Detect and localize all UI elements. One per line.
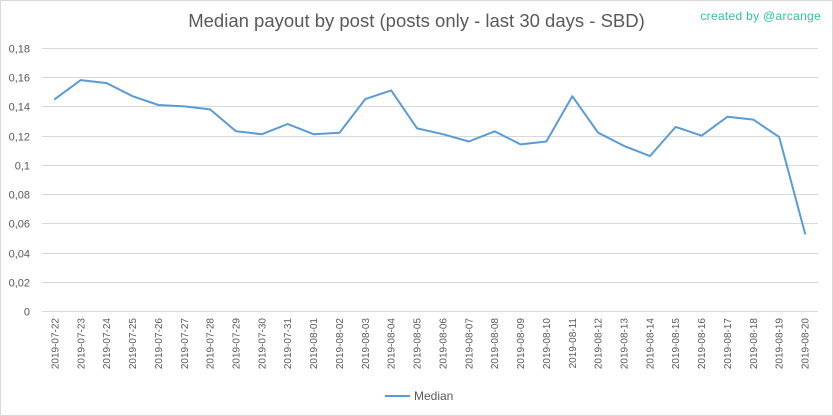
x-tick-label: 2019-08-12 <box>594 318 605 370</box>
y-axis-tick-labels: 0 0,02 0,04 0,06 0,08 0,1 0,12 0,14 0,16 0,18 <box>9 44 30 319</box>
y-tick-label: 0,08 <box>9 190 30 202</box>
x-tick-label: 2019-08-18 <box>749 318 760 370</box>
x-tick-label: 2019-07-31 <box>283 318 294 370</box>
x-tick-label: 2019-07-29 <box>232 318 243 370</box>
x-tick-label: 2019-08-14 <box>645 318 656 370</box>
x-tick-label: 2019-08-04 <box>387 318 398 370</box>
x-tick-label: 2019-08-15 <box>671 318 682 370</box>
x-tick-label: 2019-08-05 <box>413 318 424 370</box>
y-tick-label: 0 <box>24 307 30 319</box>
x-tick-label: 2019-07-22 <box>50 318 61 370</box>
x-tick-label: 2019-07-25 <box>128 318 139 370</box>
series-line-median <box>53 79 807 235</box>
x-tick-label: 2019-07-27 <box>180 318 191 370</box>
x-tick-label: 2019-07-24 <box>102 318 113 370</box>
gridlines <box>42 48 818 312</box>
x-tick-label: 2019-08-01 <box>309 318 320 370</box>
x-tick-label: 2019-08-02 <box>335 318 346 370</box>
x-tick-label: 2019-08-03 <box>361 318 372 370</box>
series-lines <box>53 79 807 235</box>
legend-label: Median <box>414 389 453 403</box>
y-tick-label: 0,02 <box>9 278 30 290</box>
chart-title: Median payout by post (posts only - last… <box>188 10 645 31</box>
x-tick-label: 2019-07-28 <box>206 318 217 370</box>
x-axis-tick-labels: 2019-07-22 2019-07-23 2019-07-24 2019-07-25… <box>50 318 811 370</box>
legend: Median <box>385 389 453 403</box>
x-tick-label: 2019-08-13 <box>620 318 631 370</box>
credit-label: created by @arcange <box>700 9 821 23</box>
y-tick-label: 0,06 <box>9 219 30 231</box>
x-tick-label: 2019-08-20 <box>801 318 812 370</box>
x-tick-label: 2019-08-07 <box>464 318 475 370</box>
x-tick-label: 2019-07-26 <box>154 318 165 370</box>
x-tick-label: 2019-08-16 <box>697 318 708 370</box>
x-tick-label: 2019-08-19 <box>775 318 786 370</box>
x-tick-label: 2019-08-10 <box>542 318 553 370</box>
x-tick-label: 2019-07-23 <box>76 318 87 370</box>
x-tick-label: 2019-07-30 <box>257 318 268 370</box>
x-tick-label: 2019-08-08 <box>490 318 501 370</box>
x-tick-label: 2019-08-11 <box>568 318 579 369</box>
x-tick-label: 2019-08-06 <box>438 318 449 370</box>
y-tick-label: 0,14 <box>9 102 30 114</box>
y-tick-label: 0,12 <box>9 132 30 144</box>
y-tick-label: 0,1 <box>15 161 30 173</box>
y-tick-label: 0,16 <box>9 73 30 85</box>
y-tick-label: 0,04 <box>9 249 30 261</box>
x-tick-label: 2019-08-17 <box>723 318 734 370</box>
x-tick-label: 2019-08-09 <box>516 318 527 370</box>
y-tick-label: 0,18 <box>9 44 30 56</box>
